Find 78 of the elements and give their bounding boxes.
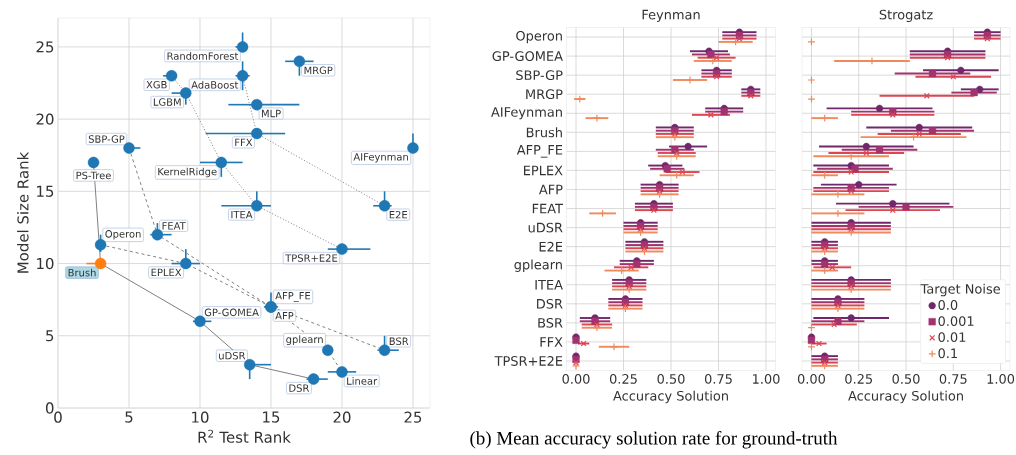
y-tick-label: DSR <box>537 298 563 309</box>
y-tick-label: BSR <box>538 317 563 328</box>
y-tick-label: GP-GOMEA <box>492 51 563 61</box>
y-tick-label: 10 <box>37 257 54 270</box>
x-tick-label: 20 <box>333 411 351 423</box>
y-tick-label: MRGP <box>526 89 563 100</box>
annotation: gplearn <box>286 335 323 346</box>
x-tick-label: 0.00 <box>562 374 590 384</box>
legend-label: 0.001 <box>938 316 974 326</box>
annotation: FEAT <box>162 222 186 230</box>
x-tick-label: 0.25 <box>845 374 873 384</box>
annotation: TPSR+E2E <box>285 254 338 262</box>
y-tick-label: FEAT <box>532 203 564 214</box>
y-tick-label: SBP-GP <box>516 70 563 81</box>
annotation: MRGP <box>304 66 333 75</box>
y-tick-label: uDSR <box>528 222 563 233</box>
y-tick-label: 20 <box>36 113 54 125</box>
y-tick-label: EPLEX <box>523 165 563 176</box>
x-tick-label: 25 <box>404 411 422 423</box>
y-tick-label: Operon <box>516 30 562 44</box>
legend-title: Target Noise <box>920 283 1000 297</box>
annotation: Operon <box>105 230 141 240</box>
y-tick-label: AFP <box>538 184 563 195</box>
annotation: ITEA <box>231 210 253 219</box>
legend-label: 0.01 <box>938 332 966 343</box>
x-tick-label: 10 <box>192 411 209 423</box>
x-tick-label: 5 <box>125 411 133 423</box>
annotation: MLP <box>261 109 281 118</box>
y-tick-label: 25 <box>36 41 54 53</box>
x-tick-label: 0.75 <box>704 374 732 384</box>
annotation: LGBM <box>153 98 181 106</box>
annotation: RandomForest <box>167 52 239 60</box>
chart-title: Strogatz <box>879 9 933 22</box>
annotation: AIFeynman <box>353 153 408 163</box>
x-tick-label: 0.50 <box>892 374 920 384</box>
x-axis-title: Accuracy Solution <box>613 390 728 404</box>
legend-label: 0.0 <box>938 300 958 310</box>
x-tick-label: 1.00 <box>753 374 780 384</box>
y-tick-label: E2E <box>539 241 563 252</box>
annotation: Brush <box>68 268 96 277</box>
x-tick-label: 0.00 <box>797 374 826 384</box>
annotation: FFX <box>235 138 253 147</box>
legend-label: 0.1 <box>938 348 957 359</box>
x-tick-label: 1.00 <box>987 374 1015 384</box>
annotation: Linear <box>347 377 378 385</box>
annotation: SBP-GP <box>88 135 125 143</box>
annotation: E2E <box>389 210 408 219</box>
y-tick-label: 0 <box>45 402 54 414</box>
x-tick-label: 0.50 <box>657 374 685 384</box>
y-tick-label: ITEA <box>535 280 563 290</box>
x-axis-title: Accuracy Solution <box>848 390 963 404</box>
annotation: EPLEX <box>151 268 182 277</box>
y-tick-label: FFX <box>540 337 563 347</box>
x-tick-label: 0.75 <box>939 374 967 384</box>
annotation: BSR <box>389 337 409 346</box>
x-tick-label: 15 <box>263 411 280 423</box>
x-tick-label: 0.25 <box>609 374 637 384</box>
y-tick-label: AFP_FE <box>516 145 563 158</box>
annotation: uDSR <box>219 351 246 360</box>
annotation: XGB <box>146 80 167 89</box>
annotation: AdaBoost <box>191 80 239 89</box>
annotation: PS-Tree <box>76 171 111 180</box>
annotation: AFP <box>275 312 294 320</box>
x-tick-label: 0 <box>54 411 62 423</box>
y-axis-title: Model Size Rank <box>17 151 29 273</box>
y-tick-label: TPSR+E2E <box>494 356 563 366</box>
y-tick-label: 15 <box>37 185 54 197</box>
annotation: AFP_FE <box>275 292 311 302</box>
annotation: GP-GOMEA <box>204 308 259 317</box>
x-axis-title: R$^{2}$ Test Rank <box>198 429 291 443</box>
y-tick-label: Brush <box>526 127 562 138</box>
y-tick-label: 5 <box>46 330 54 342</box>
text: (b) Mean accuracy solution rate for ground-truth <box>470 431 838 449</box>
chart-title: Feynman <box>642 9 700 22</box>
y-tick-label: gplearn <box>514 259 562 272</box>
y-tick-label: AIFeynman <box>491 107 562 120</box>
annotation: KernelRidge <box>158 167 217 178</box>
annotation: DSR <box>289 384 310 392</box>
